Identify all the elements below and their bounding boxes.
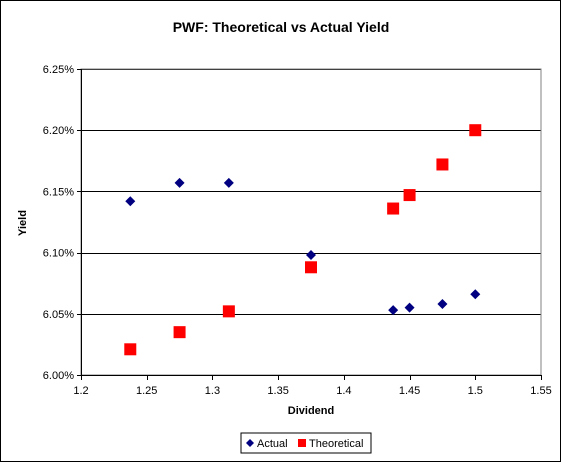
legend-label-actual: Actual — [257, 438, 288, 450]
y-tick-label: 6.05% — [43, 309, 74, 321]
actual-point — [404, 302, 415, 313]
actual-point — [388, 305, 399, 316]
y-tick-label: 6.20% — [43, 125, 74, 137]
gridlines — [81, 69, 541, 315]
x-tick-label: 1.45 — [399, 385, 420, 397]
x-tick-label: 1.35 — [267, 385, 288, 397]
axes — [77, 69, 542, 380]
chart-title: PWF: Theoretical vs Actual Yield — [173, 19, 390, 35]
legend-marker-actual — [246, 439, 254, 447]
x-axis-title: Dividend — [288, 405, 334, 417]
actual-point — [125, 196, 136, 207]
x-tick-label: 1.25 — [136, 385, 157, 397]
actual-point — [470, 289, 481, 300]
tick-labels: 6.00% 6.05% 6.10% 6.15% 6.20% 6.25% 1.2 1.25 1.3… — [43, 64, 552, 397]
theoretical-point — [403, 189, 416, 202]
theoretical-point — [469, 124, 482, 137]
y-tick-label: 6.10% — [43, 248, 74, 260]
actual-point — [174, 177, 185, 188]
theoretical-point — [222, 305, 235, 318]
y-axis-title: Yield — [17, 210, 29, 236]
x-tick-label: 1.4 — [336, 385, 351, 397]
actual-point — [306, 250, 316, 261]
y-tick-label: 6.25% — [43, 64, 74, 76]
plot-area — [80, 68, 542, 376]
x-tick-label: 1.5 — [468, 385, 483, 397]
data-markers — [124, 124, 482, 356]
actual-point — [437, 299, 448, 310]
theoretical-point — [387, 202, 400, 215]
legend-label-theoretical: Theoretical — [309, 438, 363, 450]
x-tick-label: 1.2 — [73, 385, 88, 397]
legend-marker-theoretical — [298, 439, 306, 447]
x-tick-label: 1.3 — [205, 385, 220, 397]
actual-point — [223, 177, 234, 188]
theoretical-point — [436, 158, 449, 171]
theoretical-point — [173, 326, 186, 339]
y-tick-label: 6.00% — [43, 370, 74, 382]
theoretical-point — [305, 261, 317, 274]
x-tick-label: 1.55 — [530, 385, 551, 397]
y-tick-label: 6.15% — [43, 186, 74, 198]
legend: Actual Theoretical — [240, 432, 372, 454]
theoretical-point — [124, 343, 137, 356]
